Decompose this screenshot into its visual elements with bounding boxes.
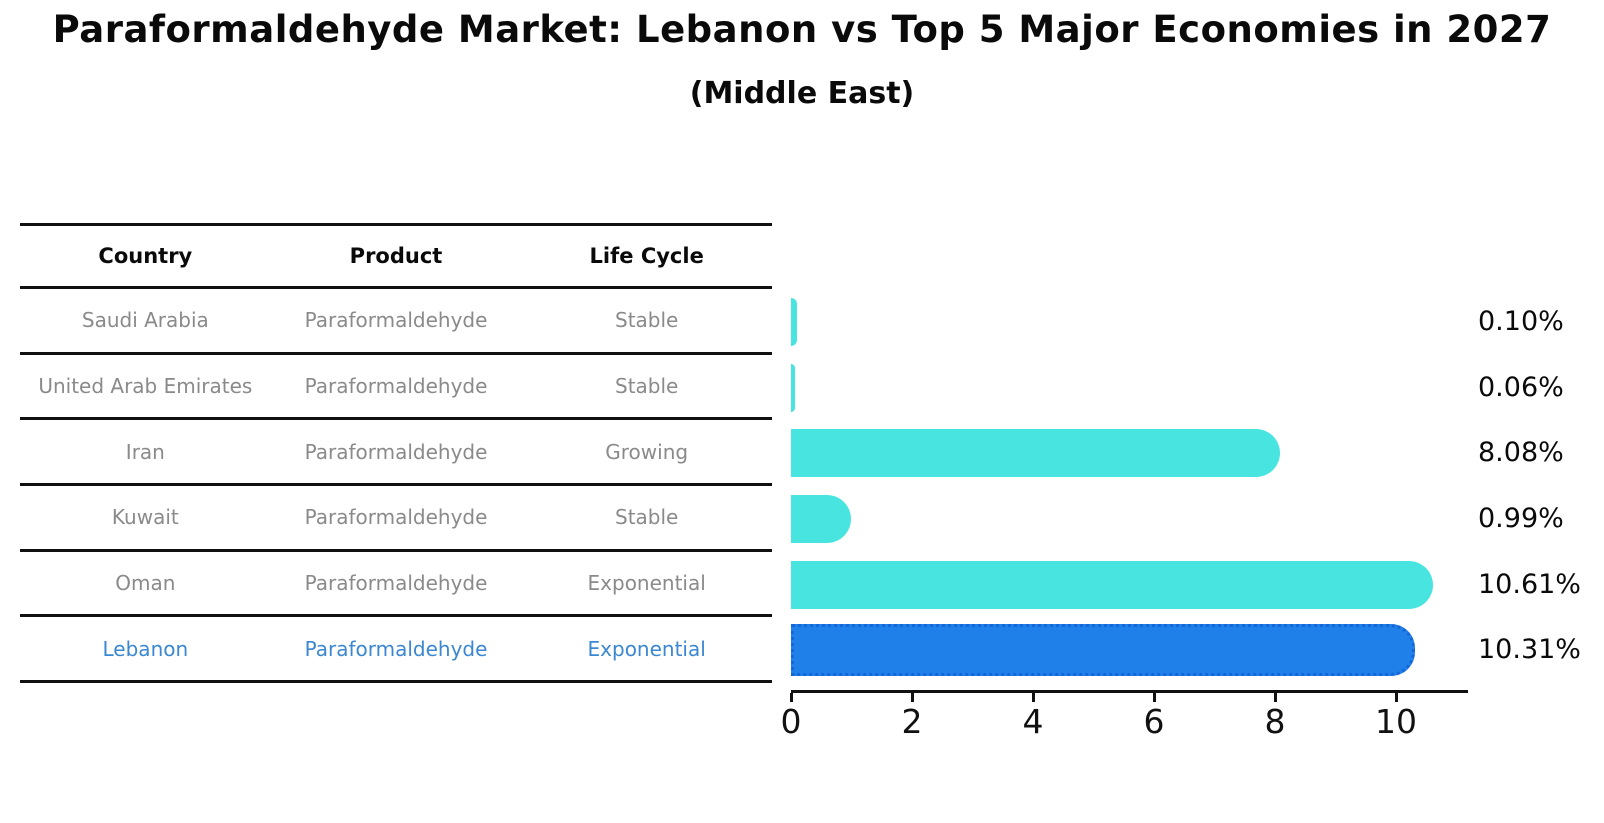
cell-product: Paraformaldehyde — [304, 636, 488, 661]
x-axis-tick-2 — [910, 693, 914, 702]
bar-lebanon — [791, 624, 1415, 677]
x-axis-tick-label-8: 8 — [1264, 702, 1286, 741]
cell-product: Paraformaldehyde — [304, 308, 488, 333]
cell-life-cycle: Stable — [615, 505, 679, 530]
cell-life-cycle: Stable — [615, 308, 679, 333]
value-label-united-arab-emirates: 0.06% — [1478, 371, 1564, 403]
x-axis-tick-label-10: 10 — [1375, 702, 1417, 741]
cell-life-cycle: Exponential — [587, 636, 706, 661]
cell-life-cycle: Stable — [615, 373, 679, 398]
col-header-life-cycle: Life Cycle — [589, 244, 704, 268]
table-row-lebanon: Lebanon Paraformaldehyde Exponential — [20, 617, 772, 683]
cell-life-cycle: Exponential — [587, 570, 706, 595]
cell-product: Paraformaldehyde — [304, 439, 488, 464]
cell-country: Kuwait — [111, 505, 179, 530]
cell-country: United Arab Emirates — [38, 373, 253, 398]
x-axis-tick-0 — [789, 693, 793, 702]
cell-country: Saudi Arabia — [81, 308, 209, 333]
cell-country: Lebanon — [102, 636, 189, 661]
x-axis-tick-8 — [1273, 693, 1277, 702]
value-label-iran: 8.08% — [1478, 437, 1564, 469]
value-label-lebanon: 10.31% — [1478, 634, 1581, 666]
cell-product: Paraformaldehyde — [304, 570, 488, 595]
x-axis-line — [791, 690, 1468, 693]
table-row-saudi-arabia: Saudi Arabia Paraformaldehyde Stable — [20, 289, 772, 355]
table-header-row: Country Product Life Cycle — [20, 223, 772, 289]
table-row-united-arab-emirates: United Arab Emirates Paraformaldehyde Stab… — [20, 355, 772, 421]
table-row-iran: Iran Paraformaldehyde Growing — [20, 420, 772, 486]
x-axis-tick-label-0: 0 — [780, 702, 802, 741]
table-row-oman: Oman Paraformaldehyde Exponential — [20, 552, 772, 618]
bar-saudi-arabia — [791, 297, 798, 346]
value-label-oman: 10.61% — [1478, 568, 1581, 600]
x-axis-tick-10 — [1394, 693, 1398, 702]
value-label-kuwait: 0.99% — [1478, 502, 1564, 534]
col-header-product: Product — [349, 244, 443, 268]
bar-kuwait — [791, 494, 851, 543]
bar-oman — [791, 560, 1433, 609]
chart-title: Paraformaldehyde Market: Lebanon vs Top … — [52, 8, 1552, 51]
cell-country: Oman — [115, 570, 176, 595]
cell-country: Iran — [125, 439, 165, 464]
cell-product: Paraformaldehyde — [304, 505, 488, 530]
x-axis-tick-label-6: 6 — [1143, 702, 1165, 741]
table-body: Saudi Arabia Paraformaldehyde Stable United… — [20, 289, 772, 683]
col-header-country: Country — [98, 244, 193, 268]
cell-life-cycle: Growing — [605, 439, 689, 464]
x-axis-tick-6 — [1152, 693, 1156, 702]
table-row-kuwait: Kuwait Paraformaldehyde Stable — [20, 486, 772, 552]
value-label-saudi-arabia: 0.10% — [1478, 305, 1564, 337]
country-table: Country Product Life Cycle Saudi Arabia P… — [20, 223, 772, 683]
cell-product: Paraformaldehyde — [304, 373, 488, 398]
chart-subtitle: (Middle East) — [689, 76, 915, 111]
x-axis-tick-label-4: 4 — [1022, 702, 1044, 741]
x-axis-tick-4 — [1031, 693, 1035, 702]
bar-iran — [791, 429, 1280, 478]
x-axis-tick-label-2: 2 — [901, 702, 923, 741]
bar-united-arab-emirates — [791, 363, 795, 412]
